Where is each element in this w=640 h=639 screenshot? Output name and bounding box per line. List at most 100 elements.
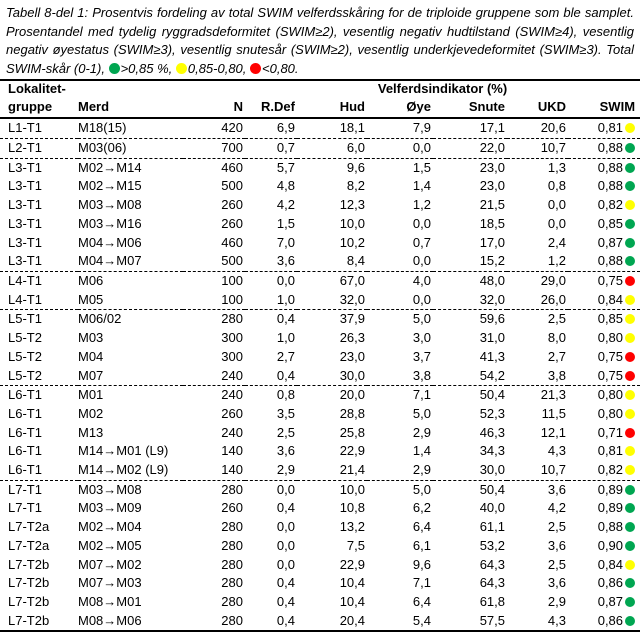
cell-hud: 8,2 bbox=[346, 178, 365, 194]
cell-swim: 0,87 bbox=[568, 593, 640, 612]
swim-score: 0,75 bbox=[597, 348, 624, 364]
cell-hud: 20,4 bbox=[297, 611, 367, 633]
header-gruppe: gruppe bbox=[0, 97, 78, 120]
cell-snute: 53,2 bbox=[479, 537, 505, 553]
cell-hud: 10,2 bbox=[339, 234, 365, 250]
cell-ukd: 11,5 bbox=[541, 405, 566, 421]
green-status-dot-icon bbox=[625, 162, 636, 173]
cell-ukd: 2,7 bbox=[547, 348, 566, 364]
yellow-status-dot-icon bbox=[625, 200, 636, 211]
cell-merd: M06 bbox=[78, 273, 104, 288]
cell-hud: 26,3 bbox=[339, 330, 365, 346]
cell-oye: 1,4 bbox=[412, 443, 431, 459]
cell-rdef: 0,0 bbox=[276, 537, 295, 553]
cell-oye: 6,2 bbox=[412, 500, 431, 516]
cell-hud: 32,0 bbox=[297, 290, 367, 311]
cell-oye: 6,4 bbox=[412, 519, 431, 535]
red-status-dot-icon bbox=[625, 276, 636, 286]
cell-oye: 0,0 bbox=[412, 215, 431, 231]
cell-swim: 0,80 bbox=[568, 329, 640, 348]
cell-swim: 0,81 bbox=[568, 118, 640, 140]
swim-score: 0,89 bbox=[597, 500, 624, 516]
cell-swim: 0,80 bbox=[568, 405, 640, 424]
table-row: L7-T1 M03→M08 280 0,0 10,0 5,0 50,4 3,6 0,89 bbox=[0, 480, 640, 499]
cell-ukd: 2,5 bbox=[547, 519, 566, 535]
cell-hud: 6,0 bbox=[297, 138, 367, 159]
cell-rdef: 0,4 bbox=[276, 593, 295, 609]
cell-hud: 10,0 bbox=[339, 215, 365, 231]
cell-oye: 7,9 bbox=[367, 118, 433, 140]
cell-oye: 0,0 bbox=[367, 290, 433, 311]
green-status-dot-icon bbox=[625, 522, 636, 533]
table-row: L7-T1 M03→M09 260 0,4 10,8 6,2 40,0 4,2 0,89 bbox=[0, 499, 640, 518]
cell-n: 420 bbox=[183, 118, 245, 140]
cell-snute: 31,0 bbox=[479, 330, 505, 346]
cell-lokalitet-gruppe: L5-T2 bbox=[8, 330, 42, 346]
cell-merd: M06/02 bbox=[78, 311, 122, 327]
yellow-status-dot-icon bbox=[625, 390, 636, 401]
cell-rdef: 2,7 bbox=[276, 348, 295, 364]
cell-ukd: 2,5 bbox=[547, 556, 566, 572]
cell-hud: 10,4 bbox=[339, 593, 365, 609]
cell-lokalitet-gruppe: L4-T1 bbox=[8, 273, 42, 288]
table-row: L5-T2 M03 300 1,0 26,3 3,0 31,0 8,0 0,80 bbox=[0, 329, 640, 348]
table-row: L7-T2b M07→M03 280 0,4 10,4 7,1 64,3 3,6 0,86 bbox=[0, 574, 640, 593]
cell-lokalitet-gruppe: L3-T1 bbox=[8, 178, 42, 194]
cell-oye: 0,7 bbox=[412, 234, 431, 250]
cell-lokalitet-gruppe: L3-T1 bbox=[8, 234, 42, 250]
cell-snute: 48,0 bbox=[479, 273, 505, 288]
cell-merd: M08→M01 bbox=[78, 593, 142, 609]
table-row: L3-T1 M04→M06 460 7,0 10,2 0,7 17,0 2,4 0,87 bbox=[0, 234, 640, 253]
legend-red-label: <0,80. bbox=[262, 60, 299, 76]
cell-merd: M04→M07 bbox=[78, 252, 183, 273]
cell-rdef: 0,4 bbox=[245, 366, 297, 387]
cell-ukd: 2,4 bbox=[547, 234, 566, 250]
red-dot-icon bbox=[250, 62, 262, 74]
cell-ukd: 3,6 bbox=[547, 537, 566, 553]
cell-snute: 23,0 bbox=[479, 159, 505, 175]
cell-oye: 4,0 bbox=[412, 273, 431, 288]
cell-n: 100 bbox=[221, 273, 243, 288]
cell-snute: 32,0 bbox=[433, 290, 507, 311]
cell-lokalitet-gruppe: L6-T1 bbox=[8, 424, 42, 440]
table-row: L6-T1 M01 240 0,8 20,0 7,1 50,4 21,3 0,80 bbox=[0, 386, 640, 405]
cell-oye: 6,1 bbox=[412, 537, 431, 553]
cell-rdef: 4,8 bbox=[276, 178, 295, 194]
cell-n: 500 bbox=[183, 252, 245, 273]
header-merd: Merd bbox=[78, 97, 183, 120]
header-velferdsindikator: Velferdsindikator (%) bbox=[377, 81, 508, 97]
cell-snute: 41,3 bbox=[479, 348, 505, 364]
cell-snute: 61,1 bbox=[479, 519, 505, 535]
cell-ukd: 1,2 bbox=[507, 252, 568, 273]
yellow-status-dot-icon bbox=[625, 333, 636, 344]
cell-n: 240 bbox=[221, 424, 243, 440]
cell-rdef: 0,8 bbox=[276, 387, 295, 403]
green-status-dot-icon bbox=[625, 256, 636, 267]
cell-swim: 0,86 bbox=[568, 611, 640, 633]
cell-oye: 5,0 bbox=[412, 311, 431, 327]
table-row: L2-T1 M03(06) 700 0,7 6,0 0,0 22,0 10,7 0,88 bbox=[0, 138, 640, 159]
cell-rdef: 0,7 bbox=[245, 138, 297, 159]
cell-oye: 7,1 bbox=[412, 575, 431, 591]
cell-hud: 10,8 bbox=[339, 500, 365, 516]
cell-swim: 0,88 bbox=[568, 138, 640, 159]
cell-rdef: 3,5 bbox=[276, 405, 295, 421]
cell-n: 300 bbox=[221, 330, 243, 346]
cell-lokalitet-gruppe: L6-T1 bbox=[0, 461, 78, 481]
swim-score: 0,75 bbox=[597, 273, 624, 288]
cell-hud: 12,3 bbox=[339, 197, 365, 213]
swim-score: 0,80 bbox=[597, 405, 624, 421]
cell-swim: 0,89 bbox=[568, 480, 640, 499]
cell-merd: M03(06) bbox=[78, 138, 183, 159]
cell-swim: 0,88 bbox=[568, 158, 640, 177]
cell-swim: 0,82 bbox=[568, 461, 640, 481]
cell-rdef: 7,0 bbox=[276, 234, 295, 250]
cell-hud: 13,2 bbox=[339, 519, 365, 535]
cell-rdef: 0,4 bbox=[276, 500, 295, 516]
cell-ukd: 8,0 bbox=[547, 330, 566, 346]
cell-ukd: 2,5 bbox=[547, 311, 566, 327]
cell-merd: M13 bbox=[78, 424, 104, 440]
cell-n: 260 bbox=[221, 500, 243, 516]
cell-hud: 23,0 bbox=[339, 348, 365, 364]
cell-n: 280 bbox=[221, 537, 243, 553]
